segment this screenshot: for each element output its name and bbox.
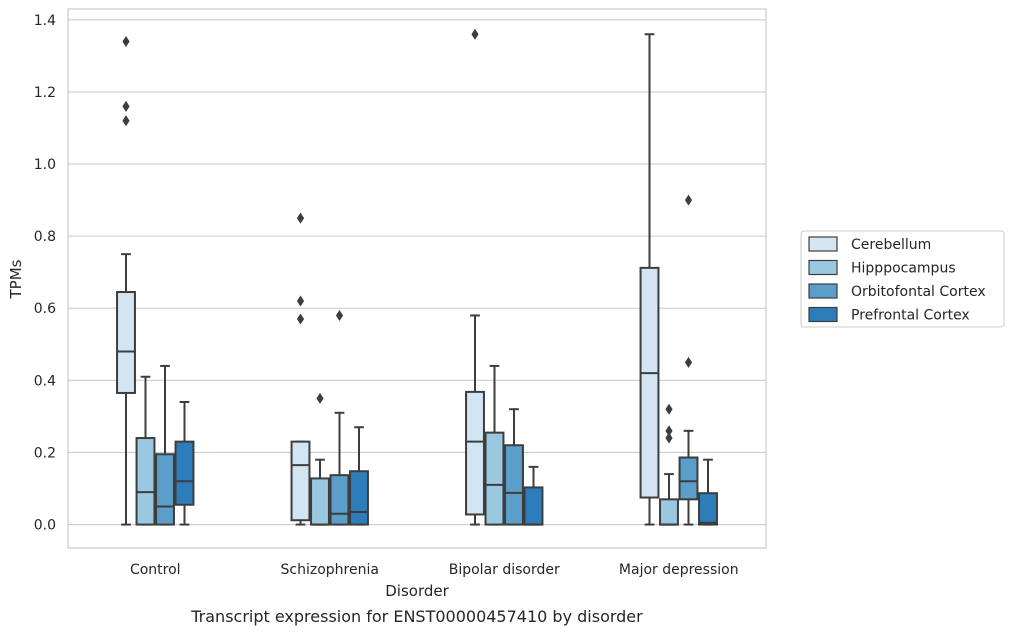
y-axis-label: TPMs	[7, 259, 25, 299]
box-1-1	[310, 392, 330, 526]
outlier-point	[471, 28, 479, 40]
box-0-3	[174, 400, 195, 526]
iqr-box	[484, 431, 505, 526]
iqr-box	[329, 474, 350, 526]
box-plot-marks	[116, 28, 718, 526]
legend-swatch	[808, 306, 838, 323]
outlier-point	[296, 295, 305, 307]
iqr-box	[310, 477, 330, 526]
outlier-point	[122, 35, 130, 47]
legend-swatch	[808, 283, 838, 299]
box-1-0	[290, 212, 311, 526]
iqr-box	[678, 456, 699, 501]
outlier-point	[335, 309, 344, 321]
outlier-point	[665, 432, 673, 444]
chart-caption: Transcript expression for ENST0000045741…	[190, 607, 643, 626]
box-2-0	[465, 28, 485, 526]
box-0-0	[116, 35, 136, 526]
y-tick-label: 1.2	[34, 85, 56, 101]
outlier-point	[665, 403, 673, 415]
box-1-2	[329, 309, 350, 526]
iqr-box	[349, 470, 369, 526]
y-tick-label: 1.0	[34, 157, 56, 173]
x-tick-label: Schizophrenia	[281, 562, 379, 578]
box-3-1	[659, 403, 679, 526]
legend-label: Cerebellum	[851, 237, 931, 253]
outlier-point	[684, 194, 693, 206]
outlier-point	[665, 425, 673, 437]
legend-swatch	[808, 236, 838, 252]
outlier-point	[684, 356, 693, 368]
iqr-box	[465, 390, 485, 516]
legend-label: Prefrontal Cortex	[851, 308, 970, 324]
outlier-point	[122, 115, 130, 127]
x-tick-label: Control	[130, 562, 181, 578]
box-3-3	[698, 458, 718, 526]
iqr-box	[504, 444, 524, 526]
box-3-2	[678, 194, 699, 526]
legend-label: Orbitofontal Cortex	[851, 284, 986, 300]
iqr-box	[523, 486, 544, 526]
legend-swatch	[808, 259, 838, 276]
iqr-box	[174, 440, 195, 506]
y-tick-label: 0.2	[34, 445, 56, 461]
y-tick-label: 0.8	[34, 229, 56, 245]
outlier-point	[316, 392, 324, 404]
y-gridlines	[68, 19, 766, 526]
box-1-3	[349, 426, 369, 526]
iqr-box	[659, 498, 679, 526]
box-2-1	[484, 364, 505, 526]
box-2-3	[523, 465, 544, 526]
x-axis-label: Disorder	[385, 582, 449, 600]
outlier-point	[296, 313, 305, 325]
box-0-2	[155, 364, 175, 526]
legend: Cerebellum Hipppocampus Orbitofontal Corte…	[800, 230, 1005, 328]
iqr-box	[290, 440, 311, 522]
iqr-box	[639, 266, 660, 499]
y-tick-label: 1.4	[34, 13, 56, 29]
outlier-point	[122, 100, 130, 112]
box-0-1	[135, 375, 156, 526]
box-2-2	[504, 408, 524, 526]
y-axis-ticks: 0.0 0.2 0.4 0.6 0.8 1.0 1.2 1.4	[34, 13, 56, 534]
x-tick-label: Bipolar disorder	[449, 562, 560, 578]
iqr-box	[155, 453, 175, 526]
iqr-box	[135, 437, 156, 526]
y-tick-label: 0.0	[34, 518, 56, 534]
y-tick-label: 0.4	[34, 373, 56, 389]
plot-area-frame	[67, 8, 767, 549]
x-tick-label: Major depression	[619, 562, 739, 578]
y-tick-label: 0.6	[34, 301, 56, 317]
box-3-0	[639, 33, 660, 526]
iqr-box	[116, 291, 136, 394]
x-axis-ticks: Control Schizophrenia Bipolar disorder Majo…	[130, 562, 739, 578]
iqr-box	[698, 492, 718, 526]
legend-label: Hipppocampus	[851, 261, 956, 277]
outlier-point	[296, 212, 305, 224]
legend-frame	[800, 230, 1005, 328]
